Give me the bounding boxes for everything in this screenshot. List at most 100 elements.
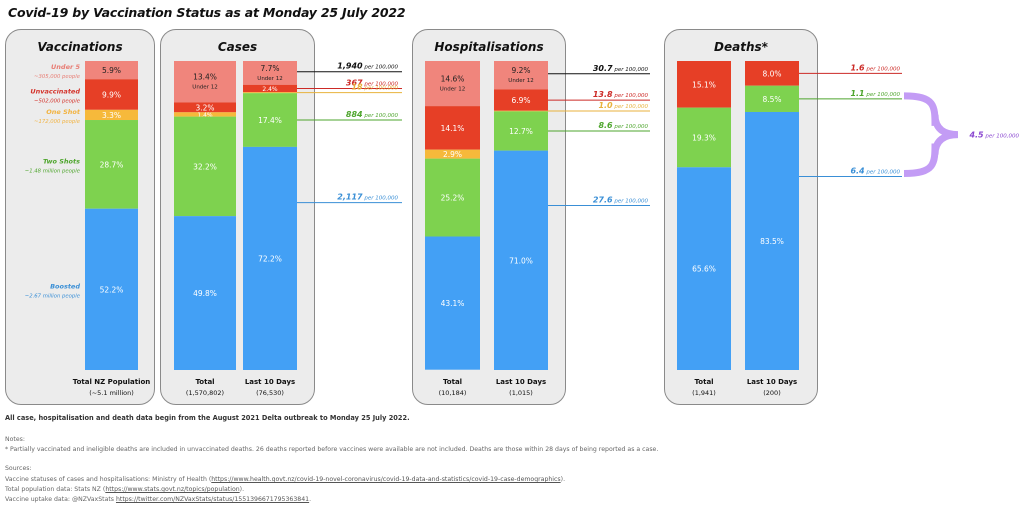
source-vaxstats: Vaccine uptake data: @NZVaxStats https:/… [5,496,311,503]
bar-segment-cases-total-unvaccinated [174,102,236,113]
rate-value: 30.7 [593,64,613,73]
segment-note: Under 12 [192,85,217,91]
segment-label-small: 2.4% [262,86,278,93]
bracket-two-shots-to-boosted [903,92,959,177]
source-statsnz: Total population data: Stats NZ (https:/… [5,486,244,493]
bar-segment-vax-total-under [85,61,138,80]
bar-segment-deaths-10d-two_shots [745,85,799,112]
rate-value: 1.0 [598,101,613,110]
cases-rate-two_shots: 884 per 100,000 [346,110,399,119]
segment-note: Under 12 [508,78,533,84]
rate-value: 18 [351,83,363,92]
cases-rate-under: 1,940 per 100,000 [337,62,398,71]
source-vaxstats-end: . [309,496,312,503]
hosp-rate-unvaccinated: 13.8 per 100,000 [593,90,649,99]
segment-label: 17.4% [258,116,282,125]
vax-category-under: Under 5 [51,63,80,71]
hosp-rate-under: 30.7 per 100,000 [593,64,649,73]
rate-value: 8.6 [598,121,613,130]
rate-unit: per 100,000 [865,92,901,98]
cases-rate-unvaccinated: 367 per 100,000 [346,79,399,88]
segment-label: 2.9% [443,150,462,159]
chart-title: Covid-19 by Vaccination Status as at Mon… [8,5,406,20]
vax-category-boosted: Boosted [50,282,80,290]
vax-people-unvaccinated: ~502,000 people [34,99,81,105]
bar-segment-hosp-total-under [425,61,480,107]
bar-axis-sublabel: (1,941) [692,389,716,397]
bar-segment-deaths-10d-unvaccinated [745,61,799,86]
bar-segment-cases-total-one_shot [174,112,236,117]
rate-value: 27.6 [593,195,613,204]
bar-axis-label: Total [195,378,214,386]
bar-axis-label: Total [443,378,462,386]
bar-segment-hosp-10d-under [494,61,548,90]
bar-segment-deaths-total-two_shots [677,107,731,168]
segment-label: 49.8% [193,289,217,298]
hosp-rate-one_shot: 1.0 per 100,000 [598,101,648,110]
rate-unit: per 100,000 [613,67,649,73]
hosp-rate-two_shots: 8.6 per 100,000 [598,121,648,130]
bracket-rate: 4.5 per 100,000 [968,131,1019,140]
bar-axis-sublabel: (1,015) [509,389,533,397]
rate-unit: per 100,000 [363,196,399,202]
bar-segment-hosp-total-unvaccinated [425,106,480,150]
footer-summary: All case, hospitalisation and death data… [5,414,410,422]
bar-segment-deaths-total-boosted [677,167,731,370]
vax-category-unvaccinated: Unvaccinated [30,88,80,96]
segment-label: 3.3% [102,111,121,120]
bar-axis-label: Last 10 Days [496,378,546,386]
bar-axis-sublabel: (10,184) [439,389,467,397]
bar-segment-cases-total-boosted [174,216,236,370]
rate-unit: per 100,000 [865,169,901,175]
source-moh: Vaccine statuses of cases and hospitalis… [5,476,565,483]
segment-label: 8.0% [762,69,781,78]
rate-value: 367 [346,79,363,88]
source-vaxstats-link[interactable]: https://twitter.com/NZVaxStats/status/15… [115,496,310,503]
note-deaths: * Partially vaccinated and ineligible de… [5,446,659,453]
segment-label: 28.7% [100,160,124,169]
panel-title-vaccinations: Vaccinations [37,40,123,54]
bar-segment-cases-10d-boosted [243,146,297,370]
cases-rate-boosted: 2,117 per 100,000 [337,193,398,202]
bar-segment-cases-10d-under [243,61,297,85]
deaths-rate-unvaccinated: 1.6 per 100,000 [850,63,900,72]
rate-unit: per 100,000 [613,93,649,99]
rate-value: 884 [346,110,363,119]
rate-unit: per 100,000 [363,113,399,119]
notes-heading: Notes: [5,436,25,443]
bar-segment-deaths-10d-boosted [745,111,799,371]
rate-value: 1,940 [337,62,363,71]
bar-axis-sublabel: (76,530) [256,389,284,397]
vax-people-boosted: ~2.67 million people [25,293,81,299]
source-statsnz-link[interactable]: https://www.stats.govt.nz/topics/populat… [105,486,240,493]
bar-segment-cases-total-two_shots [174,116,236,217]
segment-label: 9.2% [511,66,530,75]
bar-axis-sublabel: (~5.1 million) [89,389,134,397]
hosp-rate-boosted: 27.6 per 100,000 [593,195,649,204]
segment-label: 15.1% [692,80,716,89]
bar-segment-vax-total-unvaccinated [85,79,138,110]
bar-axis-sublabel: (200) [763,389,780,397]
bar-axis-sublabel: (1,570,802) [186,389,224,397]
bar-axis-label: Total [694,378,713,386]
segment-label: 5.9% [102,66,121,75]
rate-unit: per 100,000 [613,198,649,204]
segment-label-small: 1.4% [197,112,213,119]
segment-label: 32.2% [193,162,217,171]
segment-label: 3.2% [195,103,214,112]
panel-title-hospitalisations: Hospitalisations [434,40,544,54]
vax-category-one_shot: One Shot [46,108,81,116]
segment-note: Under 12 [257,76,282,82]
segment-label: 43.1% [441,299,465,308]
segment-label: 8.5% [762,95,781,104]
panel-title-cases: Cases [217,40,258,54]
segment-label: 12.7% [509,127,533,136]
segment-label: 7.7% [260,64,279,73]
bar-segment-vax-total-two_shots [85,120,138,209]
vax-people-two_shots: ~1.48 million people [25,168,81,174]
rate-value: 2,117 [337,193,363,202]
panel-title-deaths: Deaths* [714,40,768,54]
source-moh-link[interactable]: https://www.health.govt.nz/covid-19-nove… [211,476,561,483]
bar-axis-label: Last 10 Days [245,378,295,386]
vax-people-under: ~305,000 people [34,74,81,80]
